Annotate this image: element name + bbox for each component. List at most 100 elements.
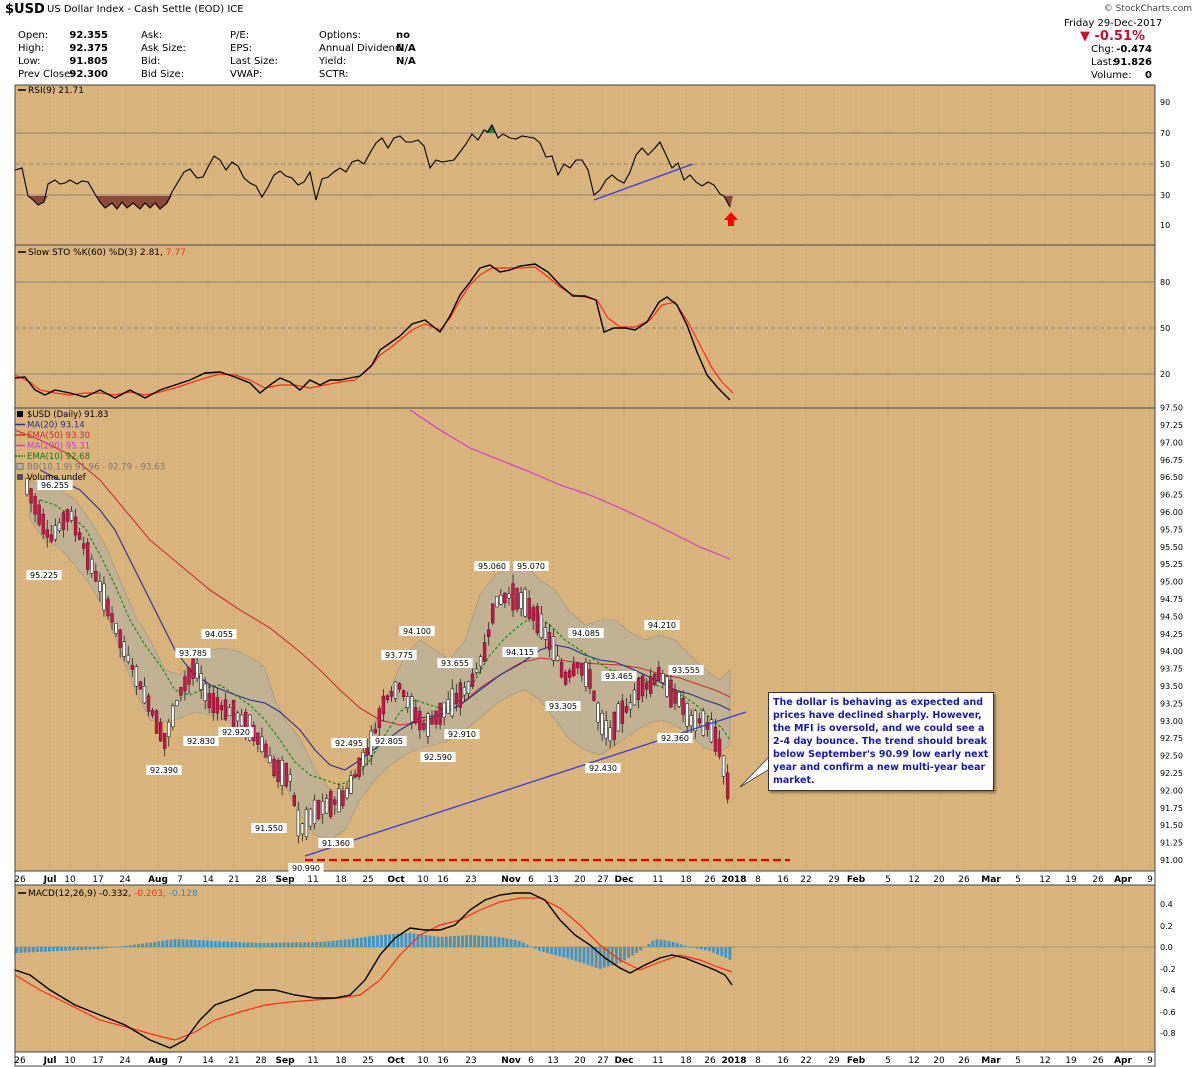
x-tick-label: 18	[680, 875, 692, 885]
macd-hist-bar	[104, 947, 108, 949]
x-tick-label: 19	[1065, 875, 1077, 885]
macd-hist-bar	[124, 945, 128, 947]
x-tick-label: 14	[202, 1056, 214, 1066]
macd-tick-label: -0.2	[1160, 965, 1176, 974]
candle-body	[559, 661, 564, 678]
macd-hist-bar	[570, 947, 574, 960]
x-tick-label: 10	[64, 875, 76, 885]
price-label-bg	[318, 838, 354, 848]
candle-body	[713, 726, 718, 752]
macd-hist-bar	[262, 942, 266, 947]
macd-hist-bar	[465, 935, 468, 947]
macd-legend: MACD(12,26,9) -0.332, -0.203, -0.128	[18, 889, 198, 899]
x-tick-label: 11	[652, 1056, 663, 1066]
candle-body	[37, 504, 41, 525]
legend-swatch	[17, 411, 23, 417]
candle-body	[118, 629, 122, 648]
macd-hist-bar	[299, 942, 302, 947]
x-tick-label: 11	[307, 1056, 318, 1066]
candle-body	[434, 710, 438, 725]
macd-hist-bar	[193, 940, 197, 947]
candle-body	[543, 627, 548, 640]
macd-hist-bar	[339, 939, 343, 947]
x-tick-label: 6	[528, 1056, 534, 1066]
candle-body	[503, 592, 507, 604]
quote-date: Friday 29-Dec-2017	[1064, 18, 1163, 29]
x-tick-label: Nov	[501, 875, 521, 885]
price-label-bg	[474, 561, 510, 571]
price-label: 94.100	[403, 627, 431, 636]
q-vwap-label: VWAP:	[230, 69, 263, 80]
macd-hist-bar	[173, 939, 177, 947]
macd-hist-bar	[331, 940, 335, 947]
candle-body	[138, 681, 143, 690]
macd-hist-bar	[457, 935, 460, 947]
candle-body	[142, 685, 147, 704]
candlesticks	[25, 477, 730, 844]
candle-body	[632, 689, 637, 706]
price-label: 92.390	[150, 766, 178, 775]
price-label: 94.210	[648, 621, 676, 630]
candle-body	[25, 478, 29, 495]
macd-hist-bar	[222, 941, 225, 947]
macd-hist-bar	[578, 947, 582, 963]
price-label-bg	[251, 823, 287, 833]
q-low-value: 91.805	[69, 56, 108, 67]
candle-body	[523, 588, 527, 617]
macd-hist-bar	[489, 936, 493, 947]
candle-body	[397, 683, 402, 690]
price-label-bg	[201, 629, 237, 639]
price-label-bg	[218, 727, 254, 737]
macd-hist-bar	[205, 940, 209, 947]
candle-body	[725, 772, 730, 800]
x-tick-label: 27	[597, 875, 608, 885]
x-tick-label: 9	[1147, 875, 1153, 885]
candle-body	[462, 687, 467, 696]
macd-hist-bar	[485, 936, 489, 947]
candle-body	[353, 773, 357, 778]
candle-body	[187, 667, 191, 685]
x-tick-label: 14	[202, 875, 214, 885]
candle-body	[547, 632, 552, 650]
volume-label: Volume:	[1091, 70, 1132, 81]
candle-body	[227, 707, 232, 717]
candle-body	[567, 670, 572, 678]
macd-hist-bar	[43, 947, 47, 952]
candle-body	[555, 655, 560, 661]
candle-body	[61, 512, 66, 530]
candle-body	[41, 513, 45, 535]
candle-body	[280, 759, 284, 786]
price-label-bg	[26, 570, 62, 580]
x-tick-label: 6	[528, 875, 534, 885]
price-tick-label: 95.00	[1160, 578, 1183, 587]
candle-body	[373, 728, 377, 734]
x-tick-label: 20	[574, 875, 586, 885]
x-tick-label: 26	[1092, 1056, 1104, 1066]
x-tick-label: 18	[335, 875, 347, 885]
macd-hist-bar	[667, 940, 671, 947]
x-tick-label: 26	[704, 875, 716, 885]
candle-body	[600, 712, 604, 735]
macd-hist-bar	[420, 934, 424, 947]
macd-hist-bar	[303, 942, 306, 947]
macd-tick-label: 0.4	[1160, 900, 1173, 909]
price-label-bg	[585, 763, 621, 773]
credit: © StockCharts.com	[1103, 4, 1192, 14]
candle-body	[705, 722, 710, 730]
candle-body	[324, 798, 329, 814]
candle-body	[563, 671, 568, 685]
q-bid-label: Bid:	[141, 56, 161, 67]
macd-hist-bar	[197, 940, 201, 947]
candle-body	[531, 607, 535, 621]
q-sctr-label: SCTR:	[319, 69, 349, 80]
price-label-bg	[437, 658, 473, 668]
macd-hist-bar	[363, 936, 367, 947]
macd-hist-bar	[165, 940, 169, 947]
x-tick-label: 13	[547, 875, 558, 885]
macd-hist-bar	[246, 942, 250, 947]
x-tick-label: 10	[417, 875, 429, 885]
macd-hist-bar	[704, 947, 707, 951]
sto-label-k: Slow STO %K(60) %D(3) 2.81,	[28, 248, 163, 258]
candle-body	[580, 663, 584, 676]
